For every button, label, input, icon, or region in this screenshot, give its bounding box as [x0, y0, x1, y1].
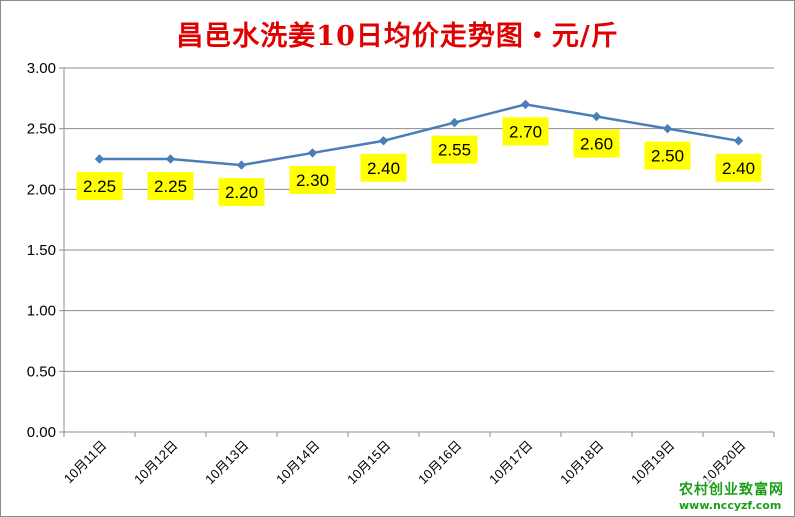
data-label: 2.20	[225, 183, 258, 202]
data-label-box	[147, 172, 194, 200]
y-tick-label: 1.00	[27, 303, 56, 320]
y-tick-label: 2.00	[27, 181, 56, 198]
x-tick-label: 10月13日	[202, 438, 251, 487]
data-label-box	[360, 153, 407, 182]
watermark-name: 农村创业致富网	[679, 482, 784, 498]
data-label-box	[573, 129, 620, 158]
data-label: 2.25	[83, 177, 116, 196]
data-point	[662, 123, 673, 134]
data-label: 2.40	[722, 159, 755, 178]
data-label: 2.50	[651, 147, 684, 166]
x-tick-label: 10月18日	[557, 438, 606, 487]
data-label-box	[715, 153, 762, 182]
data-label: 2.60	[580, 135, 613, 154]
series-line	[99, 103, 739, 167]
data-point	[733, 136, 744, 146]
watermark-url: www.nccyzf.com	[679, 499, 782, 512]
data-point	[236, 160, 247, 170]
x-tick-label: 10月12日	[131, 438, 180, 487]
x-tick-label: 10月16日	[415, 438, 464, 487]
data-label-box	[76, 172, 123, 200]
data-label-box	[431, 135, 478, 164]
data-point	[520, 99, 531, 110]
data-point	[307, 148, 318, 158]
data-label-box	[502, 117, 549, 146]
data-label-box	[218, 178, 265, 207]
x-tick-label: 10月11日	[61, 438, 110, 487]
data-label-box	[644, 141, 691, 170]
y-tick-label: 0.50	[27, 363, 56, 380]
data-point	[165, 154, 176, 164]
watermark: 农村创业致富网 www.nccyzf.com	[676, 478, 787, 513]
data-label-box	[289, 165, 336, 194]
x-tick-label: 10月14日	[273, 438, 322, 487]
data-point	[449, 117, 460, 128]
data-label: 2.70	[509, 122, 542, 141]
y-tick-label: 2.50	[27, 121, 56, 138]
data-label: 2.25	[154, 177, 187, 196]
data-label: 2.55	[438, 141, 471, 160]
y-tick-label: 3.00	[27, 60, 56, 77]
x-tick-label: 10月19日	[628, 438, 677, 487]
data-label: 2.30	[296, 171, 329, 190]
data-point	[378, 136, 389, 146]
y-tick-label: 0.00	[27, 424, 56, 441]
chart-title: 昌邑水洗姜10日均价走势图・元/斤	[176, 21, 619, 52]
data-label: 2.40	[367, 159, 400, 178]
data-point	[591, 111, 602, 122]
x-tick-label: 10月17日	[486, 438, 535, 487]
data-point	[94, 154, 105, 164]
y-tick-label: 1.50	[27, 242, 56, 259]
x-tick-label: 10月15日	[344, 438, 393, 487]
